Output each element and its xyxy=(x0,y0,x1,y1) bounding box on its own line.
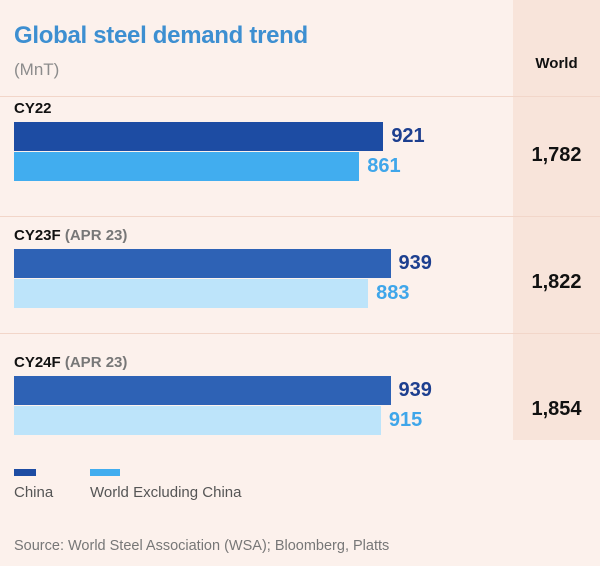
divider xyxy=(0,96,600,97)
chart-subtitle: (MnT) xyxy=(14,60,60,79)
category-label-cy24f: CY24F (APR 23) xyxy=(14,354,128,371)
divider xyxy=(0,333,600,334)
category-label-cy22: CY22 xyxy=(14,100,52,117)
world-column-header: World xyxy=(535,55,578,72)
world-column-background xyxy=(513,0,600,440)
chart-title: Global steel demand trend xyxy=(14,22,308,49)
data-label-china-cy24f: 939 xyxy=(398,379,432,401)
data-label-china-cy23f: 939 xyxy=(398,252,432,274)
world-total-cy23f: 1,822 xyxy=(531,271,582,293)
legend-swatch-china xyxy=(14,469,36,476)
bar-china-cy24f xyxy=(14,376,391,405)
bar-china-cy23f xyxy=(14,249,391,278)
category-note: (APR 23) xyxy=(60,354,128,371)
source-note: Source: World Steel Association (WSA); B… xyxy=(14,538,390,554)
legend-label-china: China xyxy=(14,484,54,501)
bar-china-cy22 xyxy=(14,122,384,151)
legend-label-world-excluding-china: World Excluding China xyxy=(90,484,242,501)
world-total-cy22: 1,782 xyxy=(531,144,582,166)
bar-world-excluding-china-cy22 xyxy=(14,152,360,181)
bar-world-excluding-china-cy23f xyxy=(14,279,369,308)
category-label-cy23f: CY23F (APR 23) xyxy=(14,227,128,244)
data-label-world-excluding-china-cy22: 861 xyxy=(367,155,401,177)
legend-swatch-world-excluding-china xyxy=(90,469,120,476)
world-total-cy24f: 1,854 xyxy=(531,398,582,420)
bar-world-excluding-china-cy24f xyxy=(14,406,381,435)
data-label-world-excluding-china-cy23f: 883 xyxy=(376,282,410,304)
divider xyxy=(0,216,600,217)
category-note: (APR 23) xyxy=(60,227,128,244)
data-label-world-excluding-china-cy24f: 915 xyxy=(388,409,423,431)
data-label-china-cy22: 921 xyxy=(391,125,425,147)
